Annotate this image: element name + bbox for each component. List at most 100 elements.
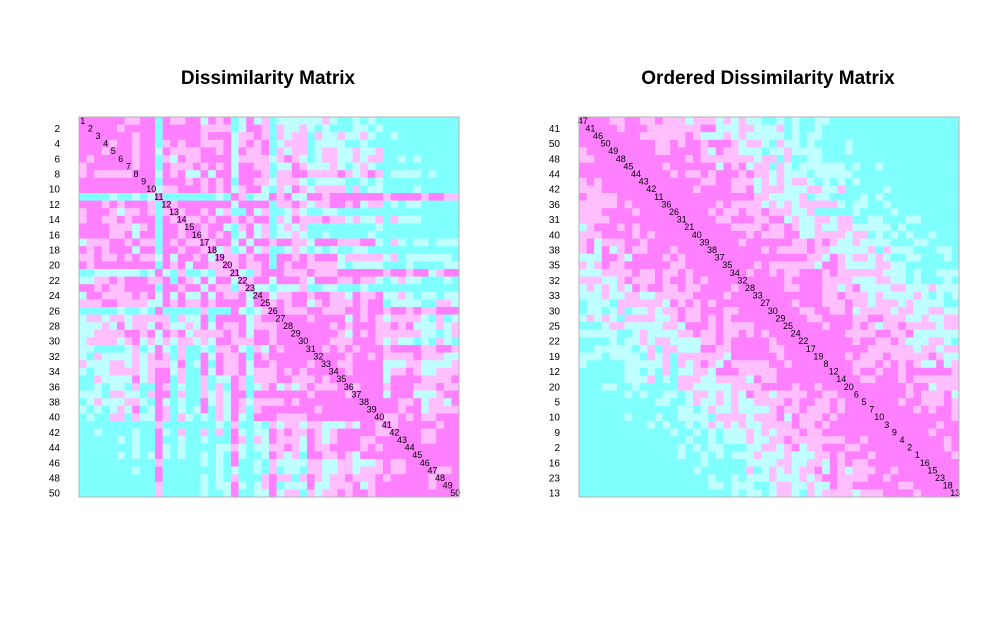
heatmap-cell [185,459,194,467]
heatmap-cell [647,253,656,262]
heatmap-cell [451,276,460,285]
heatmap-cell [291,299,300,308]
heatmap-cell [753,261,762,270]
heatmap-cell [776,246,785,255]
heatmap-cell [352,193,361,201]
heatmap-cell [860,383,869,391]
heatmap-cell [443,117,452,125]
heatmap-cell [291,170,300,179]
heatmap-cell [261,428,270,437]
heatmap-cell [246,459,255,467]
heatmap-cell [913,177,922,186]
heatmap-cell [451,208,460,217]
heatmap-cell [147,177,156,186]
heatmap-cell [413,360,422,369]
heatmap-cell [436,231,445,239]
heatmap-cell [329,284,338,293]
heatmap-cell [791,162,800,171]
heatmap-cell [405,162,414,171]
heatmap-cell [261,117,270,125]
heatmap-cell [753,413,762,422]
heatmap-cell [860,451,869,460]
heatmap-cell [299,185,308,194]
heatmap-cell [314,246,323,255]
heatmap-cell [807,208,815,217]
heatmap-cell [921,231,929,239]
heatmap-cell [155,193,163,201]
heatmap-cell [162,451,171,460]
heatmap-cell [898,367,907,376]
heatmap-cell [753,253,762,262]
heatmap-cell [814,231,823,239]
heatmap-cell [731,466,739,475]
heatmap-cell [215,291,224,300]
heatmap-cell [655,139,663,148]
heatmap-cell [769,200,777,209]
heatmap-cell [852,451,861,460]
heatmap-cell [147,360,156,369]
heatmap-cell [936,276,945,285]
heatmap-cell [223,246,232,255]
heatmap-cell [936,421,945,429]
heatmap-cell [594,147,603,156]
heatmap-cell [253,124,262,133]
heatmap-cell [814,329,823,338]
heatmap-cell [269,390,277,399]
heatmap-cell [390,223,399,232]
heatmap-cell [238,398,247,407]
heatmap-cell [383,193,391,201]
heatmap-cell [299,299,308,308]
heatmap-cell [162,276,171,285]
heatmap-cell [875,367,884,376]
heatmap-cell [390,451,399,460]
heatmap-cell [352,185,361,194]
heatmap-cell [860,428,869,437]
heatmap-cell [276,238,285,247]
heatmap-cell [723,345,732,353]
heatmap-cell [79,451,87,460]
heatmap-cell [200,360,209,369]
heatmap-cell [147,185,156,194]
heatmap-cell [898,375,907,384]
heatmap-cell [761,299,770,308]
heatmap-cell [700,367,709,376]
heatmap-cell [307,329,315,338]
heatmap-cell [314,428,323,437]
heatmap-cell [883,345,891,353]
heatmap-cell [200,481,209,490]
heatmap-cell [390,246,399,255]
heatmap-cell [586,466,595,475]
heatmap-cell [867,466,876,475]
heatmap-cell [177,360,186,369]
heatmap-cell [677,185,686,194]
heatmap-cell [360,390,369,399]
heatmap-cell [443,215,452,224]
heatmap-cell [928,459,937,467]
heatmap-cell [352,421,361,429]
heatmap-cell [94,375,103,384]
heatmap-cell [329,405,338,414]
heatmap-cell [639,451,648,460]
heatmap-cell [738,436,747,445]
heatmap-cell [845,367,853,376]
heatmap-cell [436,360,445,369]
heatmap-cell [951,375,960,384]
heatmap-cell [655,443,663,452]
heatmap-cell [890,117,899,125]
heatmap-cell [284,481,293,490]
heatmap-cell [837,291,846,300]
heatmap-cell [632,367,641,376]
heatmap-cell [890,451,899,460]
heatmap-cell [360,383,369,391]
heatmap-cell [261,291,270,300]
heatmap-cell [943,405,952,414]
heatmap-cell [769,193,777,201]
heatmap-cell [936,352,945,361]
heatmap-cell [905,413,914,422]
heatmap-cell [443,436,452,445]
heatmap-cell [609,246,618,255]
heatmap-cell [261,261,270,270]
heatmap-cell [677,329,686,338]
heatmap-cell [655,208,663,217]
heatmap-cell [345,193,353,201]
